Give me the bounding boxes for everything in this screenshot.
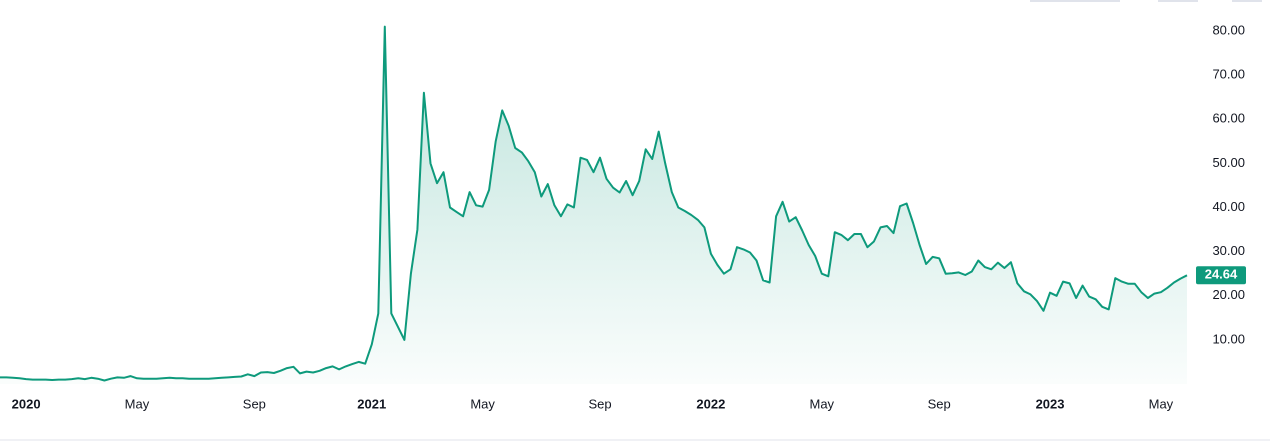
y-tick-label: 10.00 [1212, 331, 1245, 346]
x-tick-label: May [809, 396, 834, 411]
x-tick-label: 2023 [1036, 396, 1065, 411]
x-tick-label: Sep [243, 396, 266, 411]
toolbar-button[interactable] [1232, 0, 1262, 2]
y-tick-label: 60.00 [1212, 111, 1245, 126]
y-tick-label: 30.00 [1212, 243, 1245, 258]
x-tick-label: 2022 [696, 396, 725, 411]
price-line [0, 25, 1188, 382]
toolbar-button[interactable] [1030, 0, 1120, 2]
toolbar-button[interactable] [1158, 0, 1198, 2]
price-label: 24.64 [1205, 267, 1238, 282]
x-tick-label: May [470, 396, 495, 411]
y-tick-label: 40.00 [1212, 199, 1245, 214]
x-tick-label: May [1149, 396, 1174, 411]
y-tick-label: 20.00 [1212, 287, 1245, 302]
x-tick-label: Sep [928, 396, 951, 411]
x-tick-label: 2020 [12, 396, 41, 411]
x-tick-label: 2021 [357, 396, 386, 411]
price-badge [1196, 266, 1246, 285]
y-tick-label: 50.00 [1212, 155, 1245, 170]
x-tick-label: Sep [588, 396, 611, 411]
x-tick-label: May [125, 396, 150, 411]
y-tick-label: 70.00 [1212, 67, 1245, 82]
area [0, 26, 1187, 384]
y-tick-label: 80.00 [1212, 22, 1245, 37]
